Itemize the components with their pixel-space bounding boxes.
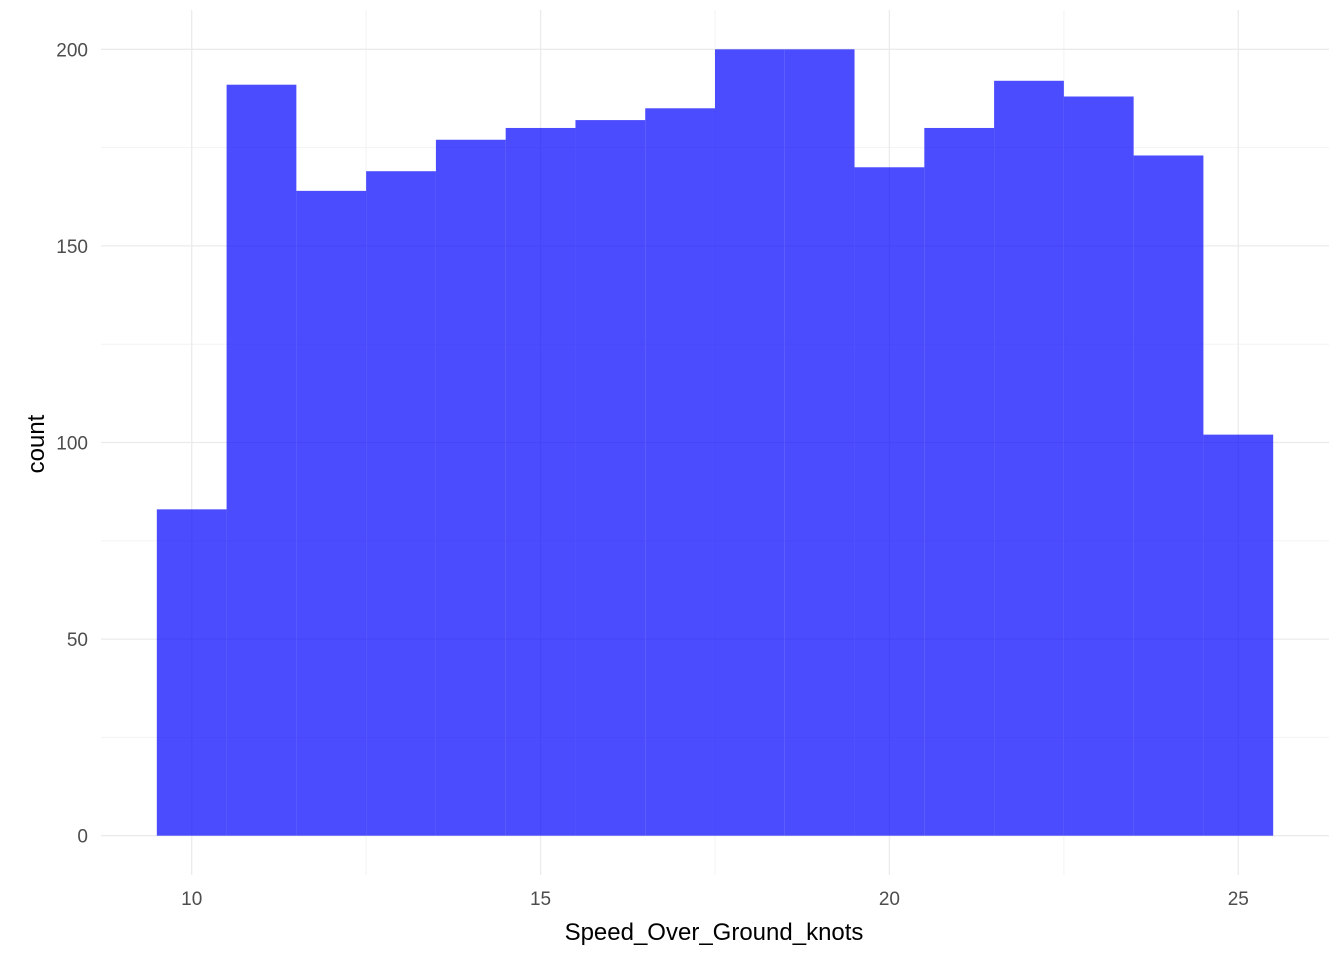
- histogram-bar: [505, 127, 576, 836]
- y-tick-label: 150: [56, 237, 88, 258]
- y-tick-label: 200: [56, 40, 88, 61]
- x-axis-title: Speed_Over_Ground_knots: [565, 919, 864, 946]
- histogram-bar: [226, 84, 297, 836]
- histogram-bar: [645, 108, 715, 836]
- bars: [156, 49, 1274, 836]
- histogram-bar: [1133, 155, 1204, 836]
- histogram-bar: [715, 49, 785, 836]
- y-tick-label: 50: [67, 630, 88, 651]
- x-axis-ticks: 10 15 20 25: [181, 889, 1249, 910]
- x-tick-label: 15: [530, 889, 551, 910]
- histogram-bar: [784, 49, 855, 836]
- histogram-bar: [994, 80, 1064, 836]
- x-tick-label: 25: [1228, 889, 1249, 910]
- x-tick-label: 20: [879, 889, 900, 910]
- y-tick-label: 0: [77, 827, 88, 848]
- histogram-bar: [1203, 434, 1274, 836]
- histogram-bar: [924, 127, 995, 836]
- histogram-bar: [296, 190, 367, 836]
- x-tick-label: 10: [181, 889, 202, 910]
- histogram-bar: [1063, 96, 1134, 836]
- y-tick-label: 100: [56, 434, 88, 455]
- histogram-bar: [156, 509, 227, 836]
- y-axis-ticks: 0 50 100 150 200: [56, 40, 88, 847]
- histogram-bar: [435, 139, 506, 836]
- histogram-bar: [366, 171, 436, 836]
- histogram-bar: [575, 120, 646, 836]
- y-axis-title: count: [23, 414, 50, 473]
- histogram-bar: [854, 167, 925, 836]
